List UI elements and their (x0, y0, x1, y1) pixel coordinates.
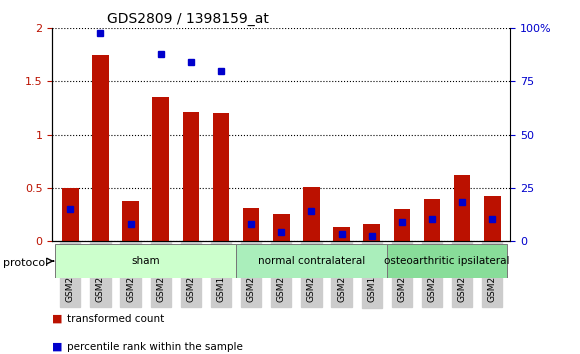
Bar (454, 175, 470, 241)
Text: transformed count: transformed count (67, 314, 164, 324)
Text: protocol: protocol (3, 258, 48, 268)
Text: normal contralateral: normal contralateral (258, 256, 365, 266)
Text: sham: sham (131, 256, 160, 266)
Text: percentile rank within the sample: percentile rank within the sample (67, 342, 242, 352)
Bar (153, 97, 169, 241)
Text: osteoarthritic ipsilateral: osteoarthritic ipsilateral (385, 256, 510, 266)
Bar (364, 224, 380, 241)
Bar (183, 112, 199, 241)
Bar (273, 214, 289, 241)
Bar (303, 187, 320, 241)
Bar (394, 209, 410, 241)
Bar (424, 199, 440, 241)
Bar (236, 244, 387, 278)
Text: ■: ■ (52, 342, 63, 352)
Text: GDS2809 / 1398159_at: GDS2809 / 1398159_at (107, 12, 269, 26)
Bar (122, 201, 139, 241)
Text: ■: ■ (52, 314, 63, 324)
Bar (243, 208, 259, 241)
Bar (55, 244, 236, 278)
Bar (92, 55, 108, 241)
Bar (387, 244, 508, 278)
Bar (484, 196, 501, 241)
Bar (62, 188, 78, 241)
Bar (213, 113, 229, 241)
Bar (334, 227, 350, 241)
